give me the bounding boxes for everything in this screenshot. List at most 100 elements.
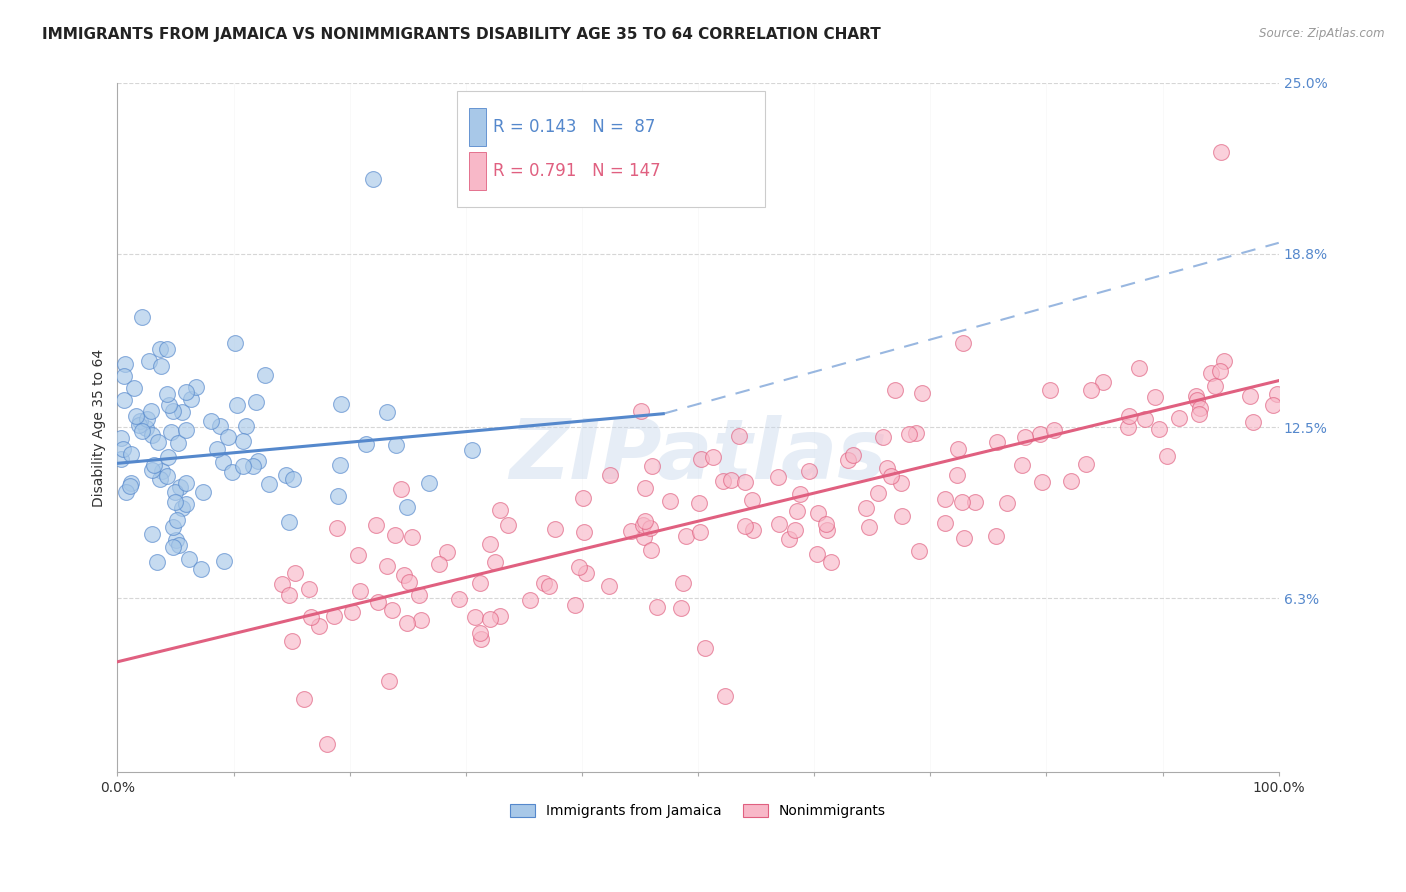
Point: [1133, 411, 1156, 425]
Point: [820, 555, 842, 569]
Point: [868, 486, 890, 500]
Point: [276, 467, 298, 482]
Point: [179, 552, 201, 566]
Point: [163, 484, 186, 499]
Point: [162, 540, 184, 554]
Point: [934, 516, 956, 530]
Point: [799, 464, 821, 478]
Point: [963, 495, 986, 509]
Point: [1143, 390, 1166, 404]
Point: [200, 414, 222, 428]
Point: [176, 476, 198, 491]
Point: [720, 473, 742, 487]
Point: [247, 454, 270, 468]
Point: [212, 554, 235, 568]
Point: [1265, 387, 1288, 401]
Point: [734, 475, 756, 490]
Point: [950, 494, 973, 508]
Point: [165, 533, 187, 547]
Point: [205, 442, 228, 456]
Point: [396, 616, 419, 631]
Point: [174, 423, 197, 437]
Point: [190, 562, 212, 576]
Point: [572, 524, 595, 539]
Point: [568, 559, 591, 574]
Point: [186, 380, 208, 394]
Point: [166, 513, 188, 527]
Point: [174, 385, 197, 400]
Point: [308, 619, 330, 633]
Point: [277, 516, 299, 530]
Point: [1074, 457, 1097, 471]
Point: [1060, 474, 1083, 488]
Point: [1199, 367, 1222, 381]
Point: [672, 576, 695, 591]
Point: [1028, 427, 1050, 442]
Point: [470, 626, 492, 640]
Point: [232, 434, 254, 449]
Point: [786, 504, 808, 518]
Point: [807, 506, 830, 520]
Point: [1185, 389, 1208, 403]
Point: [329, 397, 352, 411]
Text: ZIPatlas: ZIPatlas: [509, 415, 887, 496]
Point: [669, 601, 692, 615]
Point: [461, 442, 484, 457]
Point: [157, 450, 180, 465]
Point: [232, 459, 254, 474]
Point: [689, 452, 711, 467]
Point: [235, 419, 257, 434]
Point: [298, 582, 321, 596]
Point: [468, 576, 491, 591]
Point: [323, 609, 346, 624]
Point: [883, 383, 905, 397]
Point: [855, 501, 877, 516]
Point: [815, 523, 838, 537]
Point: [170, 405, 193, 419]
Point: [384, 528, 406, 542]
Point: [728, 429, 751, 443]
Point: [281, 634, 304, 648]
Point: [741, 492, 763, 507]
Point: [141, 527, 163, 541]
Point: [120, 446, 142, 460]
Point: [367, 594, 389, 608]
Y-axis label: Disability Age 35 to 64: Disability Age 35 to 64: [93, 349, 107, 507]
Point: [934, 491, 956, 506]
Point: [254, 368, 277, 382]
Point: [1014, 430, 1036, 444]
Bar: [470, 152, 485, 190]
Point: [689, 524, 711, 539]
Point: [1185, 393, 1208, 408]
Point: [110, 452, 132, 467]
Point: [315, 738, 337, 752]
Point: [806, 547, 828, 561]
Point: [166, 435, 188, 450]
Point: [778, 533, 800, 547]
Point: [1212, 354, 1234, 368]
Point: [349, 583, 371, 598]
Point: [633, 514, 655, 528]
Point: [149, 472, 172, 486]
Point: [375, 405, 398, 419]
Point: [658, 494, 681, 508]
Point: [142, 458, 165, 472]
Point: [156, 342, 179, 356]
Legend: Immigrants from Jamaica, Nonimmigrants: Immigrants from Jamaica, Nonimmigrants: [505, 798, 891, 823]
Point: [633, 530, 655, 544]
Point: [640, 542, 662, 557]
Point: [946, 468, 969, 483]
Point: [392, 568, 415, 582]
Point: [212, 455, 235, 469]
Point: [734, 519, 756, 533]
Point: [329, 458, 352, 473]
Point: [135, 421, 157, 435]
Point: [638, 521, 661, 535]
Point: [1043, 423, 1066, 437]
Point: [634, 481, 657, 495]
Point: [464, 609, 486, 624]
Point: [128, 417, 150, 432]
Point: [544, 522, 567, 536]
Point: [631, 518, 654, 533]
FancyBboxPatch shape: [457, 91, 765, 207]
